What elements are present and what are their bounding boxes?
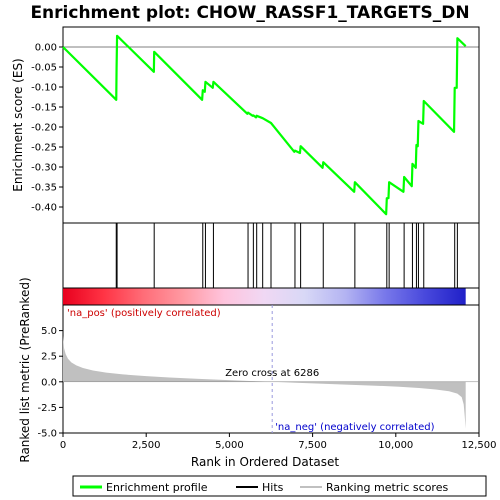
metric-plot-frame — [62, 304, 480, 434]
es-y-tick-label: -0.40 — [31, 203, 57, 214]
x-axis-ticks: 0 2,500 5,000 7,500 10,000 12,500 — [60, 433, 497, 451]
x-tick-label: 5,000 — [215, 440, 244, 451]
metric-y-tick-label: 5.0 — [41, 326, 57, 337]
metric-y-tick-label: -2.5 — [37, 403, 57, 414]
hit-lines — [115, 223, 458, 288]
es-plot-frame — [62, 26, 480, 224]
metric-y-tick-label: 0.0 — [41, 377, 57, 388]
x-axis-label: Rank in Ordered Dataset — [191, 455, 339, 469]
metric-y-axis-label: Ranked list metric (PreRanked) — [18, 277, 32, 462]
negative-correlation-label: 'na_neg' (negatively correlated) — [275, 422, 434, 433]
ranked-heatmap-bar — [63, 287, 479, 305]
enrichment-score-panel: 0.00 -0.05 -0.10 -0.15 -0.20 -0.25 -0.30 -0.35 -… — [11, 26, 480, 224]
es-y-tick-label: 0.00 — [35, 43, 57, 54]
metric-y-tick-label: 2.5 — [41, 352, 57, 363]
es-y-tick-label: -0.30 — [31, 163, 57, 174]
chart-title: Enrichment plot: CHOW_RASSF1_TARGETS_DN — [30, 3, 469, 23]
legend-label-ranking: Ranking metric scores — [326, 481, 448, 494]
hits-panel — [62, 222, 480, 306]
x-tick-label: 0 — [60, 440, 66, 451]
heat-bar-fill — [63, 288, 466, 305]
es-y-tick-label: -0.10 — [31, 83, 57, 94]
x-tick-label: 2,500 — [132, 440, 161, 451]
x-tick-label: 10,000 — [378, 440, 413, 451]
metric-y-ticks: 5.0 2.5 0.0 -2.5 -5.0 — [37, 326, 63, 440]
legend: Enrichment profile Hits Ranking metric s… — [72, 475, 487, 497]
x-tick-label: 7,500 — [298, 440, 327, 451]
es-y-ticks: 0.00 -0.05 -0.10 -0.15 -0.20 -0.25 -0.30 -0.35 -… — [31, 43, 63, 214]
legend-box — [72, 475, 487, 497]
es-y-tick-label: -0.25 — [31, 143, 57, 154]
x-tick-label: 12,500 — [462, 440, 497, 451]
es-y-tick-label: -0.15 — [31, 103, 57, 114]
es-y-tick-label: -0.20 — [31, 123, 57, 134]
ranking-metric-fill — [63, 335, 466, 429]
zero-cross-label: Zero cross at 6286 — [225, 368, 319, 379]
es-y-axis-label: Enrichment score (ES) — [11, 58, 25, 191]
ranked-metric-panel: 5.0 2.5 0.0 -2.5 -5.0 Zero cross at 6286 'na… — [18, 277, 480, 463]
es-y-tick-label: -0.35 — [31, 183, 57, 194]
legend-label-enrichment: Enrichment profile — [106, 481, 208, 494]
positive-correlation-label: 'na_pos' (positively correlated) — [67, 308, 221, 319]
metric-y-tick-label: -5.0 — [37, 429, 57, 440]
enrichment-profile-line — [62, 34, 467, 216]
es-y-tick-label: -0.05 — [31, 63, 57, 74]
legend-label-hits: Hits — [262, 481, 284, 494]
